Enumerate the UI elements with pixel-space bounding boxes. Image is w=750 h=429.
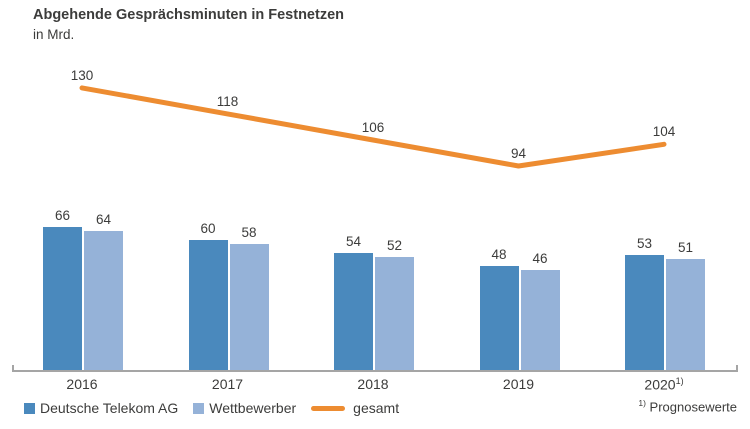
legend-label-deutsche-telekom: Deutsche Telekom AG (40, 400, 179, 416)
x-axis-label-2017: 2017 (211, 376, 244, 392)
bar-value-label-wettbewerber: 58 (241, 225, 257, 240)
bar-deutsche-telekom-ag (479, 266, 519, 370)
legend-label-wettbewerber: Wettbewerber (209, 400, 297, 416)
legend-item-gesamt: gesamt (311, 400, 399, 416)
chart-title: Abgehende Gesprächsminuten in Festnetzen (33, 7, 344, 23)
gesamt-line-swatch-icon (311, 405, 346, 411)
bar-wettbewerber (84, 231, 123, 370)
bar-deutsche-telekom-ag (625, 255, 664, 370)
line-value-label-gesamt: 104 (652, 124, 676, 139)
chart-unit-label: in Mrd. (33, 27, 75, 42)
wettbewerber-swatch-icon (193, 402, 205, 414)
bar-value-label-deutsche-telekom-ag: 53 (636, 236, 653, 251)
bar-value-label-deutsche-telekom-ag: 54 (345, 234, 362, 249)
bar-value-label-wettbewerber: 64 (95, 212, 112, 227)
x-axis-label-2019: 2019 (502, 376, 535, 392)
footnote-marker: 1) (638, 398, 646, 408)
x-axis-left-tick (12, 365, 14, 370)
bar-value-label-deutsche-telekom-ag: 60 (200, 221, 216, 236)
bar-wettbewerber (666, 259, 705, 370)
x-axis-label-2016: 2016 (66, 376, 98, 392)
bar-wettbewerber (229, 244, 269, 370)
x-axis-line (12, 370, 738, 372)
line-value-label-gesamt: 106 (361, 120, 385, 135)
bar-deutsche-telekom-ag (43, 227, 82, 370)
bar-wettbewerber (375, 257, 414, 370)
bar-value-label-wettbewerber: 46 (532, 251, 548, 266)
bar-value-label-wettbewerber: 52 (386, 238, 403, 253)
line-value-label-gesamt: 130 (70, 68, 94, 83)
x-axis-label-2018: 2018 (357, 376, 389, 392)
footnote: 1) Prognosewerte (638, 398, 737, 414)
bar-value-label-wettbewerber: 51 (677, 240, 694, 255)
x-axis-right-tick (736, 365, 738, 370)
x-axis-label-2020: 20201) (644, 376, 684, 393)
bar-wettbewerber (520, 270, 560, 370)
legend-label-gesamt: gesamt (353, 400, 400, 416)
bar-deutsche-telekom-ag (188, 240, 228, 370)
line-value-label-gesamt: 94 (510, 146, 527, 161)
bar-value-label-deutsche-telekom-ag: 66 (54, 208, 71, 223)
bar-value-label-deutsche-telekom-ag: 48 (491, 247, 507, 262)
line-value-label-gesamt: 118 (216, 94, 239, 109)
legend-item-wettbewerber: Wettbewerber (193, 400, 296, 416)
bar-deutsche-telekom-ag (334, 253, 373, 370)
x-axis-footnote-marker: 1) (675, 376, 684, 386)
telekom-swatch-icon (24, 402, 35, 414)
footnote-text: Prognosewerte (649, 399, 737, 415)
legend: Deutsche Telekom AG Wettbewerber gesamt (24, 400, 399, 416)
legend-item-deutsche-telekom: Deutsche Telekom AG (24, 400, 178, 416)
